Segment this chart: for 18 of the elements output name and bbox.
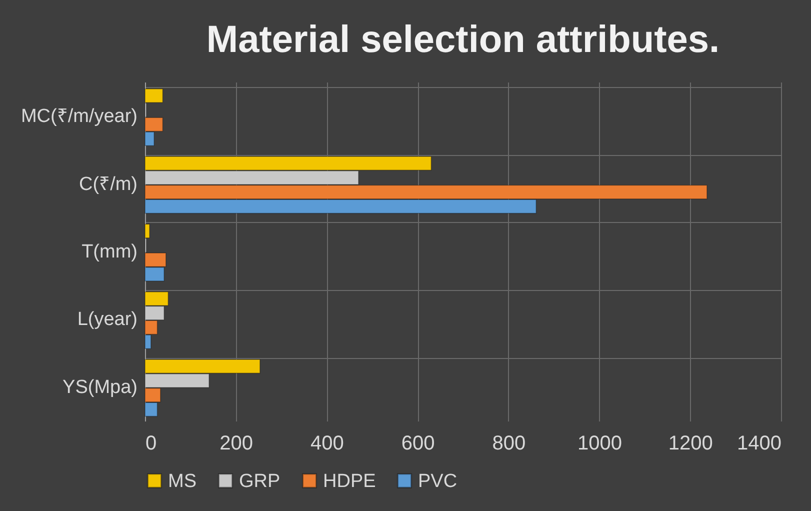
x-tick-label: 1200 (668, 432, 713, 454)
x-tick-label: 0 (146, 432, 157, 454)
chart-title: Material selection attributes. (206, 19, 720, 61)
x-tick-label: 200 (220, 432, 254, 454)
y-tick-label: YS(Mpa) (62, 376, 138, 398)
legend-label: GRP (239, 470, 280, 492)
x-tick-label: 600 (401, 432, 435, 454)
x-tick-label: 1400 (737, 432, 782, 454)
y-tick-label: C(₹/m) (79, 174, 138, 195)
y-tick-label: T(mm) (82, 242, 138, 262)
x-tick-label: 400 (310, 432, 344, 454)
y-tick-label: MC(₹/m/year) (20, 106, 138, 128)
legend-label: MS (168, 470, 196, 492)
y-tick-label: L(year) (77, 309, 138, 330)
legend-label: PVC (418, 470, 458, 492)
legend-label: HDPE (323, 470, 376, 492)
x-tick-label: 800 (492, 432, 526, 454)
x-tick-label: 1000 (578, 432, 622, 454)
